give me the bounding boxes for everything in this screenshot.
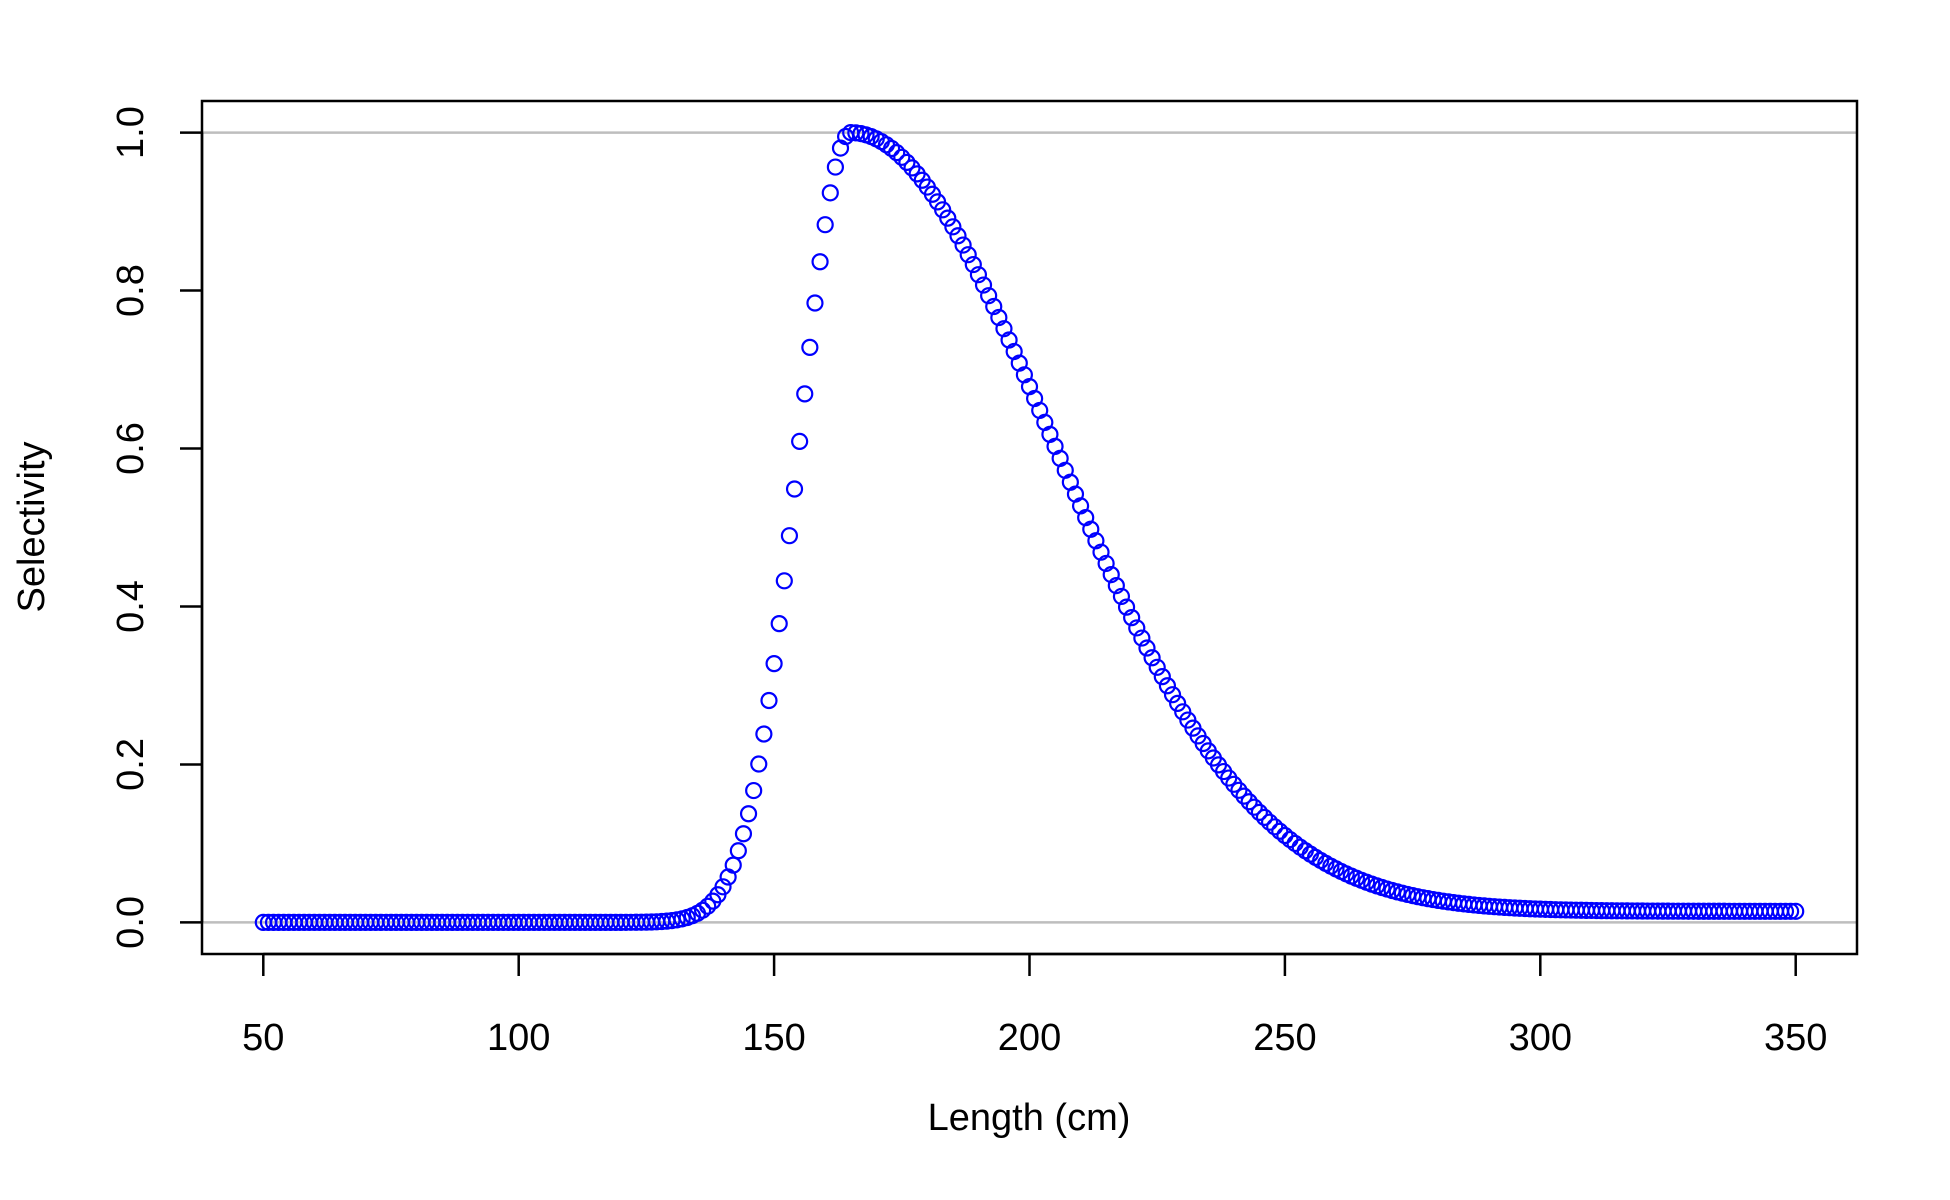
data-point: [1260, 813, 1279, 831]
data-point: [811, 253, 829, 271]
data-point: [1240, 793, 1258, 811]
data-point: [750, 755, 768, 773]
data-point: [826, 158, 844, 176]
reference-lines: [202, 131, 1857, 924]
y-tick-label: 1.0: [110, 106, 152, 159]
data-point: [1787, 902, 1805, 920]
data-point: [1245, 798, 1263, 816]
data-point: [1776, 902, 1795, 920]
data-point: [1148, 658, 1166, 676]
data-point: [1169, 694, 1187, 712]
data-point: [780, 527, 799, 545]
data-point: [1163, 686, 1182, 704]
data-point: [1143, 649, 1161, 667]
data-point: [785, 480, 804, 498]
data-point: [765, 655, 783, 673]
data-point: [949, 227, 967, 245]
data-point: [821, 184, 839, 202]
data-point: [1133, 629, 1151, 647]
data-point: [1266, 818, 1284, 836]
data-point: [1117, 598, 1136, 616]
x-axis-label: Length (cm): [928, 1097, 1131, 1139]
y-tick-label: 0.2: [110, 738, 152, 791]
data-point: [1153, 668, 1171, 686]
y-tick-label: 0.4: [110, 580, 152, 633]
data-point: [791, 432, 809, 451]
data-point: [1255, 808, 1274, 826]
y-axis-label: Selectivity: [11, 441, 53, 612]
data-point: [954, 236, 972, 254]
data-point: [959, 246, 977, 264]
y-tick-label: 0.6: [110, 422, 152, 475]
data-point: [1128, 619, 1146, 637]
x-tick-label: 150: [742, 1017, 805, 1059]
data-point: [898, 153, 916, 171]
data-point: [893, 148, 911, 166]
x-tick-label: 300: [1509, 1017, 1572, 1059]
x-tick-label: 50: [242, 1017, 284, 1059]
data-point: [1235, 787, 1253, 805]
data-point: [969, 266, 988, 284]
data-point: [714, 878, 732, 896]
data-point: [1158, 677, 1177, 695]
x-tick-label: 350: [1764, 1017, 1827, 1059]
data-point: [990, 308, 1008, 327]
data-point: [755, 725, 773, 743]
data-point: [882, 139, 901, 158]
data-points: [254, 123, 1805, 932]
data-point: [801, 338, 819, 356]
data-point: [995, 320, 1013, 338]
data-point: [739, 805, 758, 823]
data-point: [974, 276, 993, 294]
data-point: [760, 691, 778, 710]
data-point: [745, 781, 763, 800]
data-point: [816, 216, 834, 234]
data-point: [1112, 587, 1131, 606]
data-point: [775, 572, 793, 590]
data-point: [770, 615, 788, 633]
data-point: [1107, 576, 1125, 595]
x-tick-label: 250: [1253, 1017, 1316, 1059]
data-point: [1097, 554, 1115, 573]
y-axis: 0.0 0.2 0.4 0.6 0.8 1.0: [110, 106, 204, 949]
data-point: [734, 825, 753, 843]
data-point: [796, 385, 814, 403]
data-point: [806, 294, 824, 312]
data-point: [980, 287, 998, 305]
data-point: [1102, 566, 1120, 584]
data-point: [944, 218, 962, 236]
data-point: [934, 201, 952, 219]
data-point: [699, 897, 717, 915]
data-point: [1271, 822, 1289, 840]
x-tick-label: 200: [998, 1017, 1061, 1059]
data-point: [1123, 609, 1141, 627]
data-point: [1138, 639, 1156, 657]
data-point: [729, 842, 747, 860]
data-point: [964, 255, 982, 274]
plot-frame: [200, 99, 1859, 956]
y-tick-label: 0.8: [110, 264, 152, 317]
data-point: [1250, 803, 1268, 821]
data-point: [985, 297, 1003, 316]
data-point: [888, 144, 906, 162]
data-point: [939, 209, 957, 227]
data-point: [1230, 781, 1248, 799]
data-point: [693, 901, 712, 919]
y-tick-label: 0.0: [110, 896, 152, 949]
x-tick-label: 100: [487, 1017, 550, 1059]
x-axis: 50 100 150 200 250 300 350: [242, 952, 1827, 1059]
data-point: [1092, 543, 1110, 561]
data-point: [1781, 902, 1800, 920]
